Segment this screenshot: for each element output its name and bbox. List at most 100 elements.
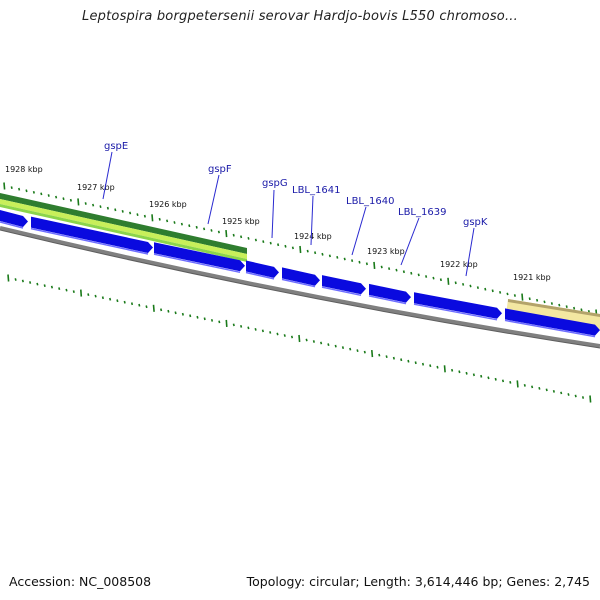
outer-tick-mark <box>373 261 376 269</box>
gene-label-lbl1640[interactable]: LBL_1640 <box>346 196 394 207</box>
leader-line-lbl1641 <box>310 195 314 246</box>
gene-arrow[interactable] <box>246 260 279 278</box>
inner-tick-mark <box>349 347 352 351</box>
leader-line-gspk <box>465 227 475 277</box>
gene-label-gspf[interactable]: gspF <box>208 164 232 175</box>
outer-tick-mark <box>269 241 272 245</box>
scale-labels: 1928 kbp 1927 kbp 1926 kbp 1925 kbp 1924… <box>5 165 551 282</box>
inner-tick-mark <box>487 376 490 380</box>
outer-tick-mark <box>173 221 176 224</box>
gene-arrow[interactable] <box>414 292 502 319</box>
genome-summary-text: Topology: circular; Length: 3,614,446 bp… <box>246 574 590 589</box>
outer-tick-mark <box>69 198 72 202</box>
leader-line-gspg <box>271 189 275 239</box>
outer-tick-mark <box>225 230 228 238</box>
gene-arrow[interactable] <box>505 308 600 336</box>
inner-tick-mark <box>261 329 264 333</box>
gene-label-leaders <box>102 151 475 277</box>
outer-tick-mark <box>262 240 265 243</box>
inner-tick-mark <box>94 294 97 298</box>
inner-tick-mark <box>501 379 505 383</box>
inner-tick-mark <box>312 340 315 343</box>
inner-tick-mark <box>138 303 141 307</box>
inner-tick-mark <box>443 365 446 373</box>
inner-tick-mark <box>334 344 337 348</box>
gene-arrow-shadow <box>245 271 275 280</box>
outer-tick-ring <box>3 182 598 317</box>
chromosome-backbone-shadow <box>0 229 600 349</box>
inner-tick-mark <box>378 353 381 357</box>
inner-tick-mark <box>567 393 570 396</box>
outer-tick-mark <box>25 189 28 193</box>
inner-tick-mark <box>574 394 577 398</box>
inner-tick-mark <box>290 335 294 339</box>
outer-tick-mark <box>343 257 346 261</box>
gene-arrow[interactable] <box>369 283 411 303</box>
outer-tick-mark <box>462 283 465 286</box>
outer-tick-mark <box>62 197 65 201</box>
outer-tick-mark <box>536 298 539 302</box>
leader-line-lbl1640 <box>351 206 367 256</box>
scale-label: 1928 kbp <box>5 165 43 174</box>
inner-tick-mark <box>218 320 221 324</box>
outer-tick-mark <box>573 306 576 310</box>
outer-tick-mark <box>143 214 146 218</box>
gene-track <box>0 210 600 338</box>
inner-tick-mark <box>254 328 257 331</box>
inner-tick-mark <box>494 377 497 381</box>
inner-tick-mark <box>400 358 403 362</box>
outer-tick-mark <box>114 208 117 212</box>
accession-text: Accession: NC_008508 <box>9 574 152 589</box>
outer-tick-mark <box>195 225 198 229</box>
gene-label-gspe[interactable]: gspE <box>104 141 128 152</box>
outer-tick-mark <box>92 203 95 207</box>
inner-tick-mark <box>283 334 286 337</box>
gene-arrow-shadow <box>281 278 316 288</box>
inner-tick-mark <box>545 388 548 392</box>
gene-label-lbl1639[interactable]: LBL_1639 <box>398 207 446 218</box>
gene-arrow[interactable] <box>282 267 320 286</box>
chromosome-backbone <box>0 226 600 348</box>
inner-tick-mark <box>385 355 388 358</box>
inner-tick-mark <box>43 284 46 287</box>
gene-label-gspg[interactable]: gspG <box>262 178 288 189</box>
inner-tick-mark <box>298 334 301 343</box>
inner-tick-mark <box>523 384 526 387</box>
gene-arrow[interactable] <box>31 216 153 253</box>
chromosome-title: Leptospira borgpetersenii serovar Hardjo… <box>82 9 518 24</box>
inner-tick-mark <box>581 396 585 399</box>
inner-tick-mark <box>560 391 563 395</box>
scale-label: 1922 kbp <box>440 260 478 269</box>
outer-tick-mark <box>447 277 450 285</box>
dark-green-band <box>0 193 247 254</box>
outer-tick-mark <box>587 310 590 313</box>
scale-label: 1921 kbp <box>513 273 551 282</box>
outer-tick-mark <box>306 249 309 253</box>
outer-tick-mark <box>543 300 546 304</box>
inner-tick-mark <box>203 317 206 321</box>
outer-tick-mark <box>166 219 169 223</box>
gene-arrow-shadow <box>368 295 407 305</box>
outer-tick-mark <box>454 281 457 285</box>
outer-tick-mark <box>99 205 102 208</box>
outer-tick-mark <box>254 238 257 242</box>
outer-tick-mark <box>513 294 516 297</box>
inner-tick-mark <box>167 309 170 313</box>
gene-label-gspk[interactable]: gspK <box>463 217 488 228</box>
outer-tick-mark <box>351 259 354 262</box>
gene-arrow[interactable] <box>0 210 28 227</box>
inner-tick-mark <box>371 350 374 358</box>
inner-tick-mark <box>21 279 24 283</box>
outer-tick-mark <box>299 245 302 254</box>
outer-tick-mark <box>247 237 250 240</box>
outer-tick-mark <box>402 270 405 274</box>
outer-tick-mark <box>47 194 50 197</box>
gene-arrow[interactable] <box>322 275 366 295</box>
inner-tick-mark <box>327 343 330 346</box>
gene-label-lbl1641[interactable]: LBL_1641 <box>292 185 340 196</box>
inner-tick-mark <box>392 356 395 360</box>
gene-arrow[interactable] <box>154 242 245 272</box>
outer-tick-mark <box>365 262 368 266</box>
outer-tick-mark <box>210 229 213 232</box>
outer-tick-mark <box>10 186 13 189</box>
